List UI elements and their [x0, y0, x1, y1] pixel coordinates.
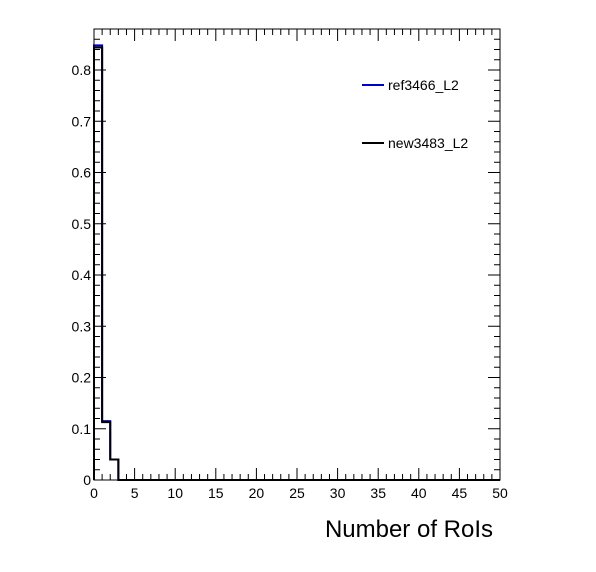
- legend: ref3466_L2 new3483_L2: [355, 62, 488, 172]
- plot-frame: [93, 28, 501, 481]
- legend-label: new3483_L2: [388, 135, 468, 151]
- y-tick-labels: 0 0.1 0.2 0.3 0.4 0.5 0.6 0.7 0.8: [72, 62, 92, 488]
- x-tick-label: 50: [492, 485, 508, 501]
- y-tick-label: 0.3: [72, 318, 92, 334]
- x-tick-label: 0: [90, 485, 98, 501]
- y-tick-label: 0.1: [72, 421, 92, 437]
- y-tick-label: 0.5: [72, 216, 92, 232]
- x-tick-label: 20: [249, 485, 265, 501]
- axis-ticks: [93, 28, 501, 481]
- y-tick-label: 0.7: [72, 113, 92, 129]
- x-axis-label: Number of RoIs: [325, 516, 493, 543]
- legend-box: [355, 62, 488, 172]
- x-tick-label: 25: [289, 485, 305, 501]
- x-tick-labels: 0 5 10 15 20 25 30 35 40 45 50: [90, 485, 508, 501]
- y-tick-label: 0.2: [72, 370, 92, 386]
- y-tick-label: 0.4: [72, 267, 92, 283]
- x-tick-label: 35: [370, 485, 386, 501]
- x-tick-label: 45: [452, 485, 468, 501]
- x-tick-label: 5: [131, 485, 139, 501]
- legend-label: ref3466_L2: [388, 77, 459, 93]
- x-tick-label: 40: [411, 485, 427, 501]
- x-tick-label: 30: [330, 485, 346, 501]
- x-tick-label: 10: [167, 485, 183, 501]
- y-tick-label: 0.8: [72, 62, 92, 78]
- y-tick-label: 0.6: [72, 165, 92, 181]
- y-tick-label: 0: [83, 472, 91, 488]
- x-tick-label: 15: [208, 485, 224, 501]
